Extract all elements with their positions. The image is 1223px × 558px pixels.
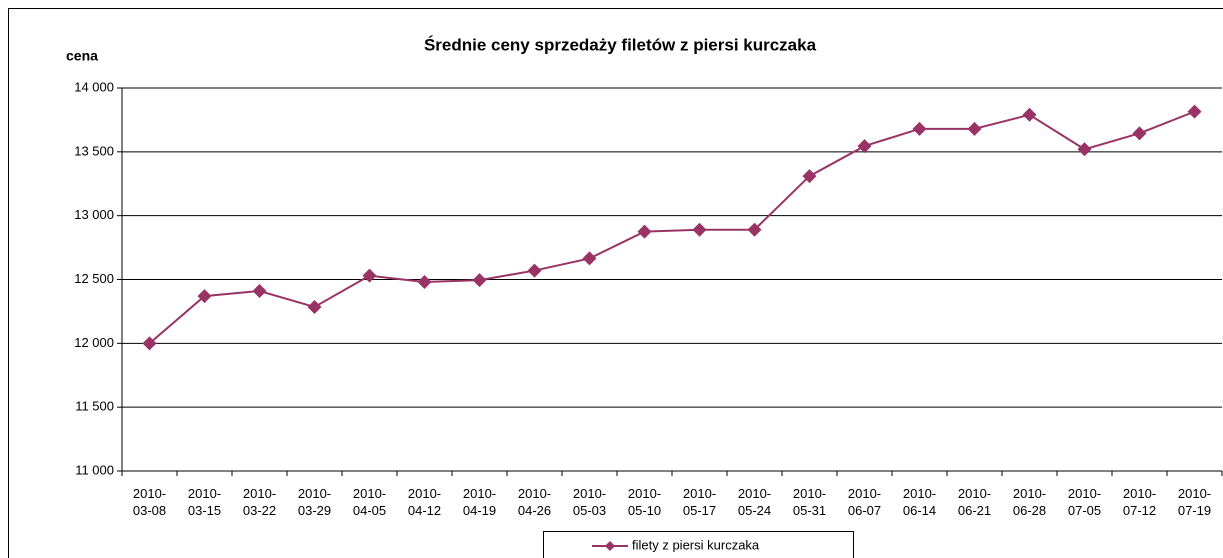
x-tick-label: 2010-04-12 — [407, 486, 442, 518]
x-tick-label: 2010-06-28 — [1012, 486, 1047, 518]
x-tick-label: 2010-03-29 — [297, 486, 332, 518]
x-tick-label: 2010-06-07 — [847, 486, 882, 518]
marker — [857, 139, 872, 154]
x-tick-label: 2010-07-05 — [1067, 486, 1102, 518]
x-tick-label: 2010-05-10 — [627, 486, 662, 518]
marker — [472, 273, 487, 288]
marker — [142, 336, 157, 351]
y-tick-label: 11 500 — [75, 399, 114, 414]
marker — [527, 263, 542, 278]
x-tick-label: 2010-05-03 — [572, 486, 607, 518]
marker — [197, 289, 212, 304]
marker — [362, 268, 377, 283]
marker — [692, 222, 707, 237]
legend-box — [543, 531, 854, 558]
y-tick-label: 13 000 — [74, 207, 114, 222]
marker — [417, 275, 432, 290]
x-tick-label: 2010-03-08 — [132, 486, 167, 518]
y-axis-label: cena — [66, 48, 98, 64]
legend-label: filety z piersi kurczaka — [632, 537, 760, 552]
y-tick-label: 11 000 — [75, 462, 114, 477]
marker — [802, 169, 817, 184]
x-tick-label: 2010-05-24 — [737, 486, 772, 518]
marker — [1187, 104, 1202, 119]
marker — [1132, 126, 1147, 141]
marker — [967, 121, 982, 136]
marker — [252, 283, 267, 298]
marker — [1077, 142, 1092, 157]
marker — [582, 251, 597, 266]
marker — [747, 222, 762, 237]
chart-frame — [8, 8, 1223, 558]
x-tick-label: 2010-07-19 — [1177, 486, 1212, 518]
line — [148, 110, 1195, 345]
marker — [307, 299, 322, 314]
x-tick-label: 2010-06-14 — [902, 486, 937, 518]
marker — [1022, 107, 1037, 122]
x-tick-label: 2010-07-12 — [1122, 486, 1157, 518]
x-tick-label: 2010-03-15 — [187, 486, 222, 518]
x-tick-label: 2010-04-19 — [462, 486, 497, 518]
marker — [912, 121, 927, 136]
x-tick-label: 2010-06-21 — [957, 486, 992, 518]
y-tick-label: 12 500 — [74, 271, 114, 286]
x-tick-label: 2010-04-05 — [352, 486, 387, 518]
y-tick-label: 13 500 — [74, 143, 114, 158]
x-tick-label: 2010-05-31 — [792, 486, 827, 518]
x-tick-label: 2010-05-17 — [682, 486, 717, 518]
x-tick-label: 2010-03-22 — [242, 486, 277, 518]
y-tick-label: 14 000 — [74, 79, 114, 94]
marker — [637, 224, 652, 239]
chart-title: Średnie ceny sprzedaży filetów z piersi … — [424, 35, 817, 54]
y-tick-label: 12 000 — [74, 335, 114, 350]
x-tick-label: 2010-04-26 — [517, 486, 552, 518]
legend-marker — [605, 541, 615, 551]
